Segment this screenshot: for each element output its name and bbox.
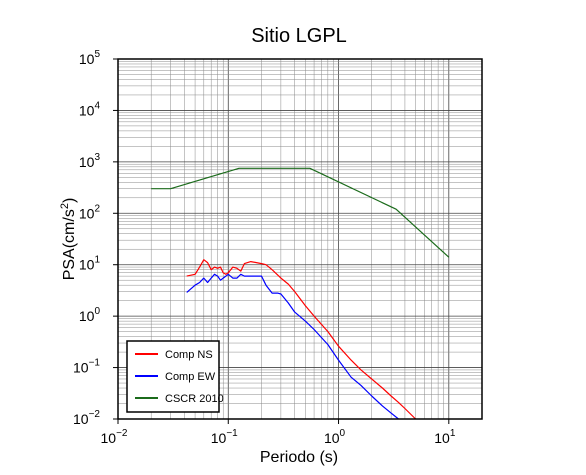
x-tick-label-exponent: −2 bbox=[116, 428, 128, 439]
chart-title: Sitio LGPL bbox=[251, 25, 347, 47]
plot-frame bbox=[117, 58, 483, 420]
y-tick-label-base: 10 bbox=[73, 360, 89, 376]
y-tick-label-base: 10 bbox=[79, 205, 95, 221]
x-tick-label-exponent: 0 bbox=[340, 428, 346, 439]
x-tick-label: 10−2 bbox=[101, 428, 128, 446]
y-tick-label-exponent: 0 bbox=[94, 306, 100, 317]
y-tick-label: 10−2 bbox=[73, 409, 100, 427]
y-tick-label-exponent: 5 bbox=[94, 49, 100, 60]
y-tick-label-exponent: 1 bbox=[94, 255, 100, 266]
y-tick-label-exponent: 4 bbox=[94, 100, 100, 111]
series-line-cscr-2010 bbox=[151, 167, 450, 258]
y-tick-label-base: 10 bbox=[79, 102, 95, 118]
y-axis-label: PSA(cm/s2) bbox=[59, 198, 78, 281]
x-tick-label: 101 bbox=[434, 428, 456, 446]
y-axis-label-sup: 2 bbox=[59, 203, 71, 209]
y-axis-label-close: ) bbox=[61, 198, 78, 203]
y-tick-label-base: 10 bbox=[73, 411, 89, 427]
x-tick-label-base: 10 bbox=[324, 430, 340, 446]
x-tick-label-base: 10 bbox=[434, 430, 450, 446]
y-tick-label-base: 10 bbox=[79, 257, 95, 273]
y-tick-label-exponent: −2 bbox=[89, 409, 101, 420]
x-tick-label: 10−1 bbox=[211, 428, 238, 446]
x-axis-ticks: 10−2 10−1 100 101 bbox=[101, 419, 456, 446]
x-tick-label-base: 10 bbox=[211, 430, 227, 446]
x-tick-label-base: 10 bbox=[101, 430, 117, 446]
y-tick-label: 103 bbox=[79, 152, 101, 170]
y-tick-label: 104 bbox=[79, 100, 101, 118]
y-tick-label-exponent: 3 bbox=[94, 152, 100, 163]
y-tick-label: 101 bbox=[79, 255, 101, 273]
x-tick-label: 100 bbox=[324, 428, 346, 446]
series-line-comp-ns bbox=[186, 259, 417, 420]
y-tick-label-exponent: −1 bbox=[89, 358, 101, 369]
y-tick-label: 10−1 bbox=[73, 358, 100, 376]
x-tick-label-exponent: −1 bbox=[226, 428, 238, 439]
y-tick-label-base: 10 bbox=[79, 154, 95, 170]
y-tick-label-exponent: 2 bbox=[94, 203, 100, 214]
y-axis-label-main: PSA(cm/s bbox=[61, 209, 78, 280]
y-tick-label: 100 bbox=[79, 306, 101, 324]
series-group bbox=[151, 167, 450, 420]
y-tick-label-base: 10 bbox=[79, 308, 95, 324]
legend-label-cscr-2010: CSCR 2010 bbox=[165, 393, 224, 405]
legend-label-comp-ew: Comp EW bbox=[165, 371, 216, 383]
legend-label-comp-ns: Comp NS bbox=[165, 349, 213, 361]
y-tick-label-base: 10 bbox=[79, 51, 95, 67]
grid bbox=[117, 58, 483, 420]
x-axis-label: Periodo (s) bbox=[260, 449, 338, 466]
x-tick-label-exponent: 1 bbox=[450, 428, 456, 439]
legend: Comp NS Comp EW CSCR 2010 bbox=[126, 340, 224, 413]
y-tick-label: 105 bbox=[79, 49, 101, 67]
y-tick-label: 102 bbox=[79, 203, 101, 221]
series-line-comp-ew bbox=[186, 273, 399, 420]
